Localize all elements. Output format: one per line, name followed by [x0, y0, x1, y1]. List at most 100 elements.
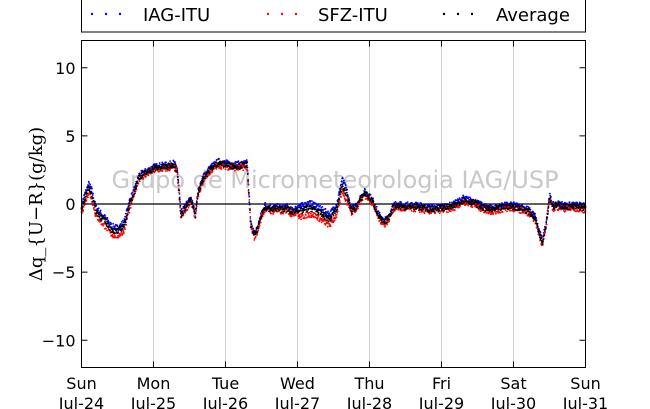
x-tick-date: Jul-30: [490, 394, 536, 409]
y-tick-label: 10: [55, 59, 75, 78]
data-point: [249, 220, 252, 223]
data-point: [542, 240, 544, 243]
data-point: [87, 185, 90, 188]
data-point: [415, 207, 418, 210]
data-point: [547, 210, 549, 213]
data-point: [151, 166, 154, 168]
data-point: [195, 210, 198, 212]
data-point: [268, 205, 271, 208]
data-point: [177, 178, 179, 181]
data-point: [204, 175, 207, 178]
data-point: [478, 201, 480, 204]
data-point: [299, 204, 302, 206]
data-point: [127, 205, 130, 208]
x-tick-date: Jul-29: [418, 394, 464, 409]
data-point: [455, 199, 458, 202]
data-point: [249, 217, 252, 220]
data-point: [248, 203, 251, 206]
data-point: [565, 203, 568, 206]
data-point: [561, 200, 563, 203]
data-point: [125, 218, 128, 221]
data-point: [322, 208, 325, 211]
data-point: [467, 204, 470, 207]
data-point: [150, 171, 153, 174]
data-point: [270, 209, 273, 212]
data-point: [288, 208, 291, 211]
data-point: [223, 161, 226, 164]
data-point: [388, 218, 391, 221]
data-point: [257, 223, 260, 226]
data-point: [261, 214, 264, 217]
data-point: [304, 217, 306, 220]
data-point: [550, 200, 552, 202]
data-point: [340, 190, 342, 193]
data-point: [134, 184, 137, 187]
y-tick-label: 0: [65, 195, 75, 214]
data-point: [274, 205, 277, 208]
data-point: [484, 206, 486, 208]
data-point: [500, 206, 503, 209]
data-point: [179, 212, 182, 215]
legend-label: Average: [496, 5, 570, 26]
data-point: [255, 230, 258, 233]
data-point: [174, 161, 177, 164]
data-point: [347, 197, 349, 199]
data-point: [99, 214, 102, 217]
data-point: [302, 211, 305, 213]
data-point: [286, 207, 289, 210]
data-point: [418, 211, 421, 214]
data-point: [500, 209, 502, 212]
data-point: [197, 195, 200, 198]
data-point: [314, 202, 317, 205]
data-point: [394, 200, 397, 203]
data-point: [132, 188, 135, 191]
data-point: [527, 215, 529, 217]
data-point: [538, 236, 541, 239]
data-point: [248, 201, 251, 204]
data-point: [166, 169, 169, 172]
data-point: [486, 206, 489, 209]
data-point: [307, 212, 310, 215]
data-point: [383, 222, 386, 224]
data-point: [357, 207, 359, 210]
data-point: [294, 211, 296, 214]
data-point: [575, 206, 578, 209]
data-point: [470, 204, 473, 207]
data-point: [494, 212, 497, 215]
data-point: [358, 202, 361, 205]
data-point: [115, 236, 117, 239]
data-point: [354, 211, 356, 214]
data-point: [82, 209, 85, 211]
data-point: [512, 201, 515, 204]
data-point: [249, 209, 251, 211]
data-point: [191, 201, 194, 204]
data-point: [347, 195, 349, 197]
data-point: [545, 227, 547, 230]
data-point: [107, 219, 110, 222]
y-tick-label: −10: [42, 331, 76, 350]
data-point: [330, 214, 332, 217]
data-point: [449, 207, 452, 210]
data-point: [547, 203, 550, 206]
data-point: [488, 205, 491, 208]
data-point: [394, 204, 396, 207]
data-point: [93, 202, 96, 205]
data-point: [226, 159, 229, 162]
data-point: [328, 212, 331, 215]
data-point: [574, 207, 576, 210]
data-point: [93, 204, 96, 207]
data-point: [183, 205, 186, 208]
data-point: [527, 210, 530, 213]
data-point: [556, 204, 559, 207]
data-point: [536, 222, 538, 225]
y-tick-label: 5: [65, 127, 75, 146]
legend-marker: [280, 12, 284, 16]
data-point: [200, 181, 202, 184]
data-point: [475, 204, 477, 207]
data-point: [561, 205, 564, 208]
data-point: [200, 179, 203, 182]
data-point: [300, 218, 302, 221]
data-point: [99, 209, 102, 212]
data-point: [385, 216, 388, 219]
